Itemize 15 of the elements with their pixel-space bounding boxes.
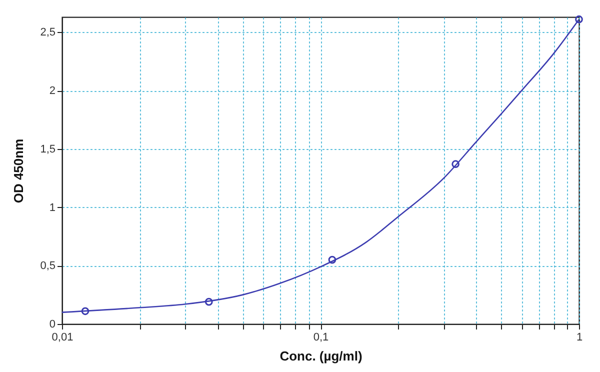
y-tick-label: 0,5 (40, 260, 56, 272)
point (452, 160, 460, 168)
y-tick-label: 2 (49, 85, 56, 98)
point (204, 298, 213, 306)
y-tick-label: 2,5 (40, 26, 56, 39)
y-tick-label: 1,5 (40, 143, 56, 156)
x-tick-label: 0,01 (52, 332, 74, 344)
x-tick-label: 0,1 (313, 332, 329, 344)
y-axis-title: OD 450nm (11, 138, 26, 204)
y-tick-label: 1 (49, 202, 56, 214)
y-tick-label: 0 (49, 318, 56, 330)
point (81, 307, 90, 316)
point (328, 256, 336, 264)
x-tick-label: 1 (576, 332, 583, 344)
x-axis-title: Conc. (µg/ml) (280, 348, 362, 364)
